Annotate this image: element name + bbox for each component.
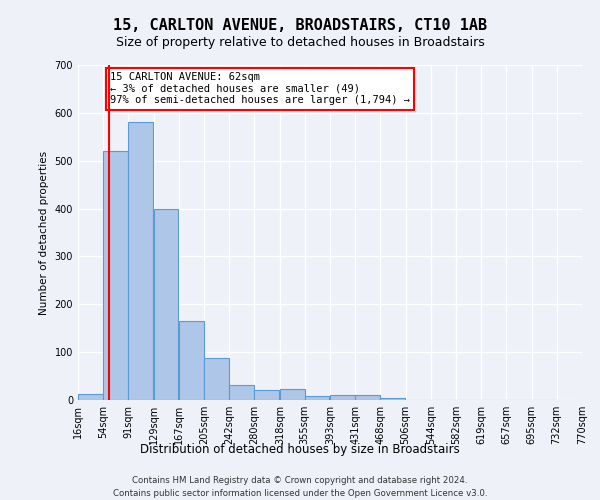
Bar — [330, 394, 355, 400]
Text: 15, CARLTON AVENUE, BROADSTAIRS, CT10 1AB: 15, CARLTON AVENUE, BROADSTAIRS, CT10 1A… — [113, 18, 487, 32]
Bar — [103, 151, 128, 400]
Bar — [280, 390, 305, 400]
Bar — [305, 396, 329, 400]
Text: Contains HM Land Registry data © Crown copyright and database right 2024.: Contains HM Land Registry data © Crown c… — [132, 476, 468, 485]
Bar — [355, 394, 380, 400]
Y-axis label: Number of detached properties: Number of detached properties — [39, 150, 49, 314]
Bar — [128, 122, 153, 400]
Bar — [229, 384, 254, 400]
Text: Distribution of detached houses by size in Broadstairs: Distribution of detached houses by size … — [140, 442, 460, 456]
Bar — [154, 208, 178, 400]
Text: Contains public sector information licensed under the Open Government Licence v3: Contains public sector information licen… — [113, 489, 487, 498]
Text: Size of property relative to detached houses in Broadstairs: Size of property relative to detached ho… — [116, 36, 484, 49]
Bar — [78, 394, 103, 400]
Text: 15 CARLTON AVENUE: 62sqm
← 3% of detached houses are smaller (49)
97% of semi-de: 15 CARLTON AVENUE: 62sqm ← 3% of detache… — [110, 72, 410, 106]
Bar — [179, 321, 203, 400]
Bar — [254, 390, 279, 400]
Bar — [380, 398, 405, 400]
Bar — [205, 358, 229, 400]
